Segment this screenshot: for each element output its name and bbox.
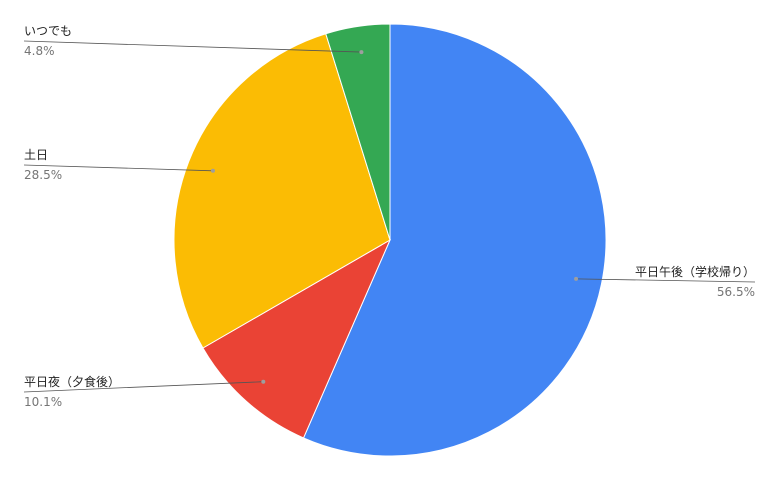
leader-lines bbox=[23, 40, 756, 393]
slice-percent-label: 28.5% bbox=[24, 168, 62, 182]
pie-slice bbox=[302, 23, 607, 457]
pie-slice bbox=[173, 33, 391, 349]
leader-dot bbox=[359, 50, 364, 55]
pie-slice bbox=[325, 23, 391, 241]
slice-labels: 平日午後（学校帰り） 56.5% 平日夜（夕食後） 10.1% 土日 28.5% いつでも 4… bbox=[24, 24, 755, 409]
leader-line bbox=[23, 40, 362, 53]
pie-slice bbox=[202, 238, 392, 439]
pie-slices bbox=[173, 23, 607, 457]
slice-percent-label: 10.1% bbox=[24, 395, 62, 409]
leader-line bbox=[576, 278, 756, 283]
leader-line bbox=[23, 164, 213, 172]
slice-percent-label: 56.5% bbox=[717, 285, 755, 299]
leader-dot bbox=[210, 168, 215, 173]
slice-label: 平日夜（夕食後） bbox=[24, 374, 120, 389]
leader-dot bbox=[574, 276, 579, 281]
slice-percent-label: 4.8% bbox=[24, 44, 55, 58]
slice-label: 土日 bbox=[24, 148, 48, 162]
slice-label: 平日午後（学校帰り） bbox=[635, 264, 755, 279]
leader-line bbox=[23, 381, 264, 393]
leader-dot bbox=[261, 379, 266, 384]
slice-label: いつでも bbox=[24, 24, 72, 38]
